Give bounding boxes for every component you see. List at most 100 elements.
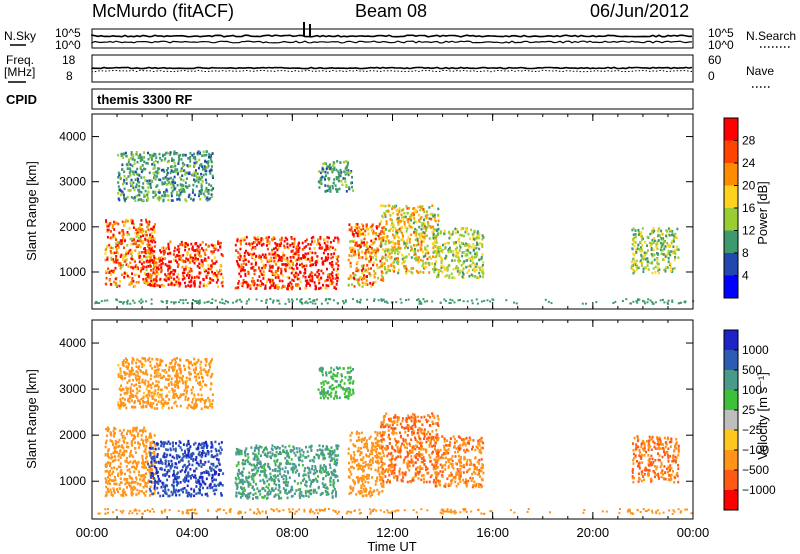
scatter-cell — [238, 252, 241, 256]
scatter-cell — [431, 231, 434, 234]
scatter-cell — [335, 187, 337, 191]
scatter-cell — [461, 251, 464, 254]
scatter-cell — [331, 452, 334, 456]
scatter-cell — [113, 475, 116, 479]
scatter-cell — [121, 431, 124, 435]
scatter-cell — [333, 488, 336, 491]
scatter-cell — [265, 485, 268, 489]
scatter-cell — [152, 464, 155, 467]
scatter-cell — [417, 243, 420, 246]
scatter-cell — [144, 447, 147, 451]
scatter-cell — [221, 254, 224, 257]
scatter-cell — [136, 465, 138, 468]
scatter-cell — [323, 464, 326, 467]
scatter-cell — [211, 486, 214, 489]
scatter-cell — [123, 178, 126, 182]
scatter-cell — [254, 492, 257, 495]
scatter-cell — [199, 254, 202, 258]
scatter-cell — [145, 255, 147, 259]
scatter-cell — [257, 240, 259, 244]
scatter-cell — [305, 456, 308, 459]
scatter-cell — [271, 487, 274, 490]
scatter-cell — [177, 489, 180, 492]
scatter-cell — [304, 456, 307, 459]
scatter-cell — [387, 210, 390, 213]
scatter-cell — [405, 204, 408, 208]
scatter-cell — [282, 477, 285, 481]
scatter-cell — [235, 249, 238, 252]
scatter-cell — [301, 265, 304, 269]
scatter-cell — [393, 245, 396, 249]
scatter-cell — [198, 175, 201, 179]
scatter-cell — [202, 192, 205, 196]
scatter-cell — [158, 189, 161, 192]
scatter-cell — [492, 298, 495, 301]
scatter-cell — [178, 284, 181, 288]
scatter-cell — [244, 495, 247, 498]
scatter-cell — [188, 193, 191, 197]
scatter-cell — [138, 470, 140, 474]
scatter-cell — [203, 471, 206, 474]
scatter-cell — [426, 244, 429, 248]
scatter-cell — [157, 190, 160, 194]
scatter-cell — [146, 198, 149, 201]
scatter-cell — [184, 470, 187, 474]
scatter-cell — [396, 235, 399, 238]
scatter-cell — [269, 298, 272, 300]
scatter-cell — [307, 495, 310, 498]
scatter-cell — [350, 181, 353, 185]
scatter-cell — [457, 256, 460, 259]
scatter-cell — [121, 229, 124, 232]
scatter-cell — [309, 279, 312, 282]
scatter-cell — [435, 250, 438, 253]
scatter-cell — [276, 446, 279, 450]
scatter-cell — [153, 461, 156, 465]
scatter-cell — [191, 154, 194, 157]
scatter-cell — [333, 252, 336, 255]
scatter-cell — [335, 287, 338, 291]
scatter-cell — [284, 446, 287, 449]
scatter-cell — [154, 442, 157, 446]
scatter-cell — [319, 286, 322, 290]
scatter-cell — [450, 249, 452, 253]
scatter-cell — [274, 256, 277, 260]
scatter-cell — [211, 475, 214, 478]
scatter-cell — [203, 259, 206, 262]
scatter-cell — [132, 156, 135, 159]
scatter-cell — [141, 465, 144, 469]
scatter-cell — [378, 244, 381, 247]
scatter-cell — [310, 236, 313, 240]
scatter-cell — [141, 185, 144, 189]
scatter-cell — [405, 230, 408, 233]
scatter-cell — [145, 452, 148, 455]
scatter-cell — [116, 258, 119, 262]
scatter-cell — [427, 251, 430, 255]
scatter-cell — [120, 152, 123, 156]
scatter-cell — [196, 248, 199, 251]
scatter-cell — [238, 264, 241, 268]
scatter-cell — [149, 257, 152, 261]
scatter-cell — [642, 270, 645, 273]
scatter-cell — [401, 253, 404, 257]
scatter-cell — [145, 279, 148, 282]
scatter-cell — [244, 454, 247, 457]
scatter-cell — [418, 225, 421, 229]
scatter-cell — [362, 232, 364, 236]
scatter-cell — [143, 176, 146, 179]
scatter-cell — [258, 462, 261, 465]
scatter-cell — [242, 257, 245, 261]
scatter-cell — [394, 242, 397, 245]
scatter-cell — [385, 259, 388, 262]
scatter-cell — [176, 248, 179, 251]
scatter-cell — [330, 168, 333, 171]
scatter-cell — [142, 182, 145, 185]
scatter-cell — [141, 169, 144, 172]
scatter-cell — [471, 274, 474, 278]
scatter-cell — [246, 459, 249, 462]
scatter-cell — [478, 271, 481, 275]
scatter-cell — [466, 243, 469, 246]
scatter-cell — [197, 276, 200, 279]
scatter-cell — [299, 299, 302, 302]
scatter-cell — [187, 276, 190, 280]
scatter-cell — [296, 482, 299, 485]
